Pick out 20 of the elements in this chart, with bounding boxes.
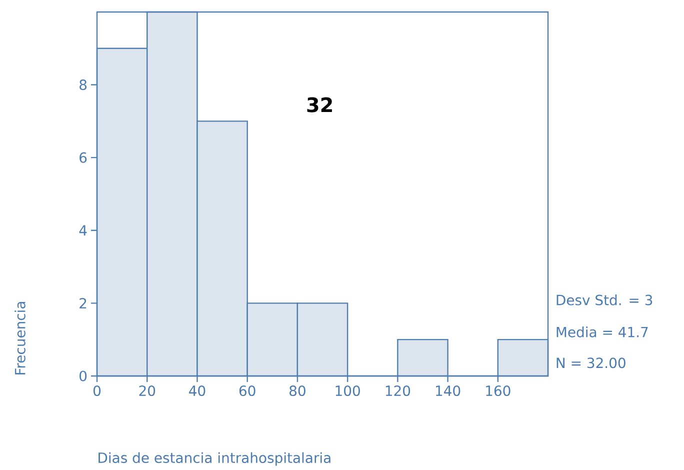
x-tick-label: 60 [239,385,256,396]
y-tick-label: 0 [80,370,87,382]
y-tick-label: 6 [80,152,87,163]
y-tick-label: 8 [80,80,87,90]
y-tick-label: 4 [79,225,87,236]
x-tick-label: 80 [290,385,306,396]
text: Media = 41.7 [556,326,648,338]
x-tick-label: 0 [93,385,101,396]
y-tick-label: 2 [80,298,86,308]
annotation: 32 [307,97,332,112]
text: Desv Std. = 3 [556,294,652,306]
x-tick-label: 140 [436,385,460,396]
x-tick-label: 20 [139,385,156,396]
x-axis-title: Dias de estancia intrahospitalaria [98,452,330,466]
x-tick-label: 120 [386,385,410,396]
x-tick-label: 40 [189,385,206,396]
y-axis-title: Frecuencia [14,302,26,374]
text: N = 32.00 [556,358,626,368]
x-tick-label: 160 [486,385,510,396]
x-tick-label: 100 [336,385,360,396]
